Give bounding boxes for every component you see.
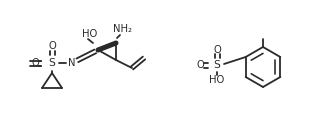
Text: N: N [68,58,76,68]
Text: HO: HO [209,75,225,85]
Text: S: S [49,58,56,68]
Text: O: O [196,60,204,70]
Text: HO: HO [82,29,98,39]
Text: O: O [213,45,221,55]
Text: O: O [48,41,56,51]
Text: S: S [214,60,220,70]
Text: O: O [31,58,39,68]
Text: NH₂: NH₂ [112,24,131,34]
